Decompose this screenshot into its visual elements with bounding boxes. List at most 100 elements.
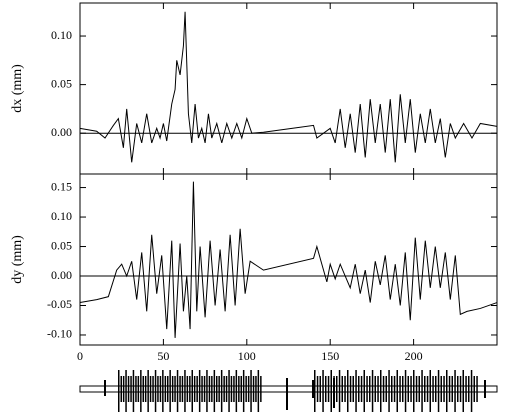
lattice-element [230,376,233,402]
lattice-element [201,376,203,402]
lattice-element [446,370,448,412]
lattice-element [333,378,335,408]
x-tick-label: 200 [405,349,423,363]
lattice-element [380,370,382,412]
lattice-element [336,376,338,402]
lattice-element [470,370,473,412]
lattice-element [424,376,426,402]
lattice-element [312,380,314,398]
lattice-element [385,376,387,402]
y-tick-label: 0.15 [51,179,72,193]
lattice-element [454,370,456,412]
lattice-element [360,376,363,402]
lattice-element [240,376,242,402]
lattice-element [341,376,343,402]
lattice-element [257,370,260,412]
lattice-element [181,376,184,402]
lattice-element [476,376,478,402]
lattice-element [203,376,206,402]
lattice-element [484,380,486,398]
lattice-element [179,376,181,402]
lattice-element [164,376,167,402]
lattice-element [369,376,371,402]
lattice-element [120,376,122,402]
lattice-element [382,376,385,402]
lattice-element [130,376,132,402]
lattice-element [225,376,228,402]
lattice-element [245,376,247,402]
lattice-element [330,370,332,412]
lattice-element [413,370,415,412]
y-axis-label: dx (mm) [10,64,25,113]
lattice-element [404,370,407,412]
lattice-element [135,376,137,402]
y-tick-label: -0.05 [47,297,72,311]
lattice-element [352,376,354,402]
lattice-element [327,376,330,402]
lattice-element [448,376,451,402]
y-tick-label: -0.10 [47,327,72,341]
lattice-element [176,370,179,412]
x-tick-label: 150 [321,349,339,363]
lattice-element [250,370,252,412]
lattice-element [206,370,208,412]
lattice-element [127,376,130,402]
y-tick-label: 0.05 [51,238,72,252]
lattice-element [159,376,162,402]
lattice-element [393,376,396,402]
lattice-element [132,370,135,412]
lattice-element [426,376,429,402]
lattice-element [149,376,152,402]
lattice-element [218,376,220,402]
beamline [79,385,498,393]
lattice-element [391,376,393,402]
lattice-element [198,370,201,412]
lattice-element [437,370,440,412]
lattice-element [154,370,157,412]
plot-frame [79,2,498,175]
lattice-element [358,376,360,402]
lattice-element [371,370,374,412]
lattice-element [242,370,245,412]
lattice-element [432,376,434,402]
x-tick-label: 100 [238,349,256,363]
x-tick-label: 0 [77,349,83,363]
lattice [79,370,498,412]
lattice-element [355,370,357,412]
lattice-element [247,376,250,402]
lattice-element [140,370,142,412]
y-tick-label: 0.10 [51,209,72,223]
lattice-element [314,370,316,412]
lattice-element [347,370,349,412]
lattice-element [171,376,174,402]
lattice-element [316,376,319,402]
lattice-element [147,370,149,412]
lattice-element [223,376,225,402]
lattice-element [220,370,223,412]
lattice-element [104,380,106,396]
lattice-element [402,376,404,402]
lattice-element [388,370,390,412]
lattice-element [189,376,191,402]
lattice-element [377,376,379,402]
data-line [79,11,498,163]
lattice-element [142,376,144,402]
lattice-element [465,376,467,402]
lattice-element [410,376,412,402]
lattice-element [252,376,255,402]
lattice-element [338,370,341,412]
lattice-element [435,376,437,402]
lattice-element [415,376,418,402]
lattice-element [255,376,257,402]
lattice-element [122,376,125,402]
y-axis-label: dy (mm) [10,235,25,284]
lattice-element [349,376,352,402]
y-tick-label: 0.10 [51,28,72,42]
lattice-element [462,370,464,412]
lattice-element [286,378,288,410]
lattice-element [162,370,164,412]
lattice-element [473,376,475,402]
lattice-element [186,376,189,402]
y-tick-label: 0.05 [51,76,72,90]
